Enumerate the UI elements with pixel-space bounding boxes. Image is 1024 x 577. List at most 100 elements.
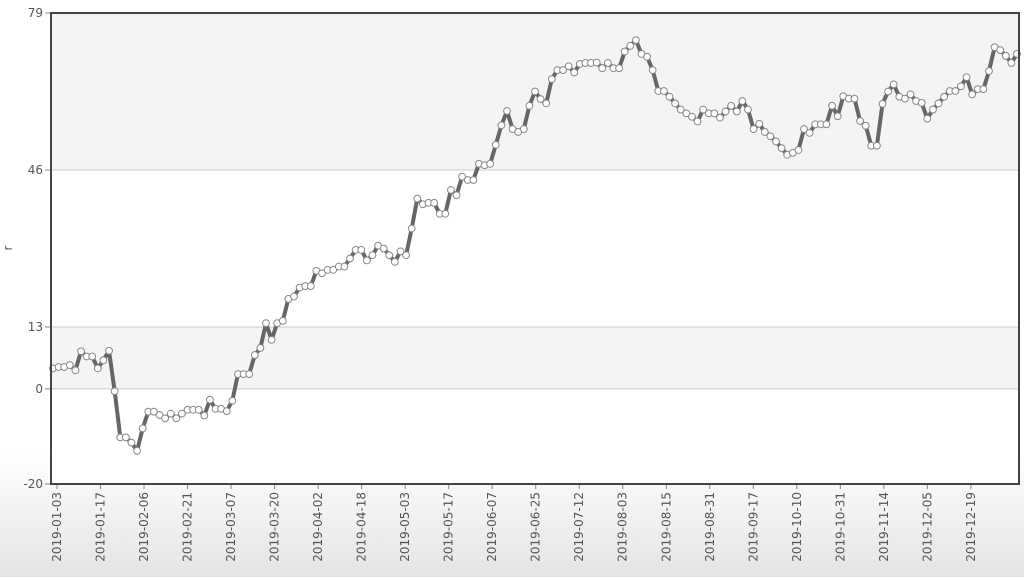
data-point[interactable] <box>805 128 814 137</box>
data-point[interactable] <box>962 73 971 82</box>
data-point[interactable] <box>407 224 416 233</box>
data-point[interactable] <box>917 99 926 107</box>
data-point[interactable] <box>889 80 898 89</box>
data-point[interactable] <box>682 109 691 118</box>
data-point[interactable] <box>755 119 764 128</box>
data-point[interactable] <box>194 405 203 414</box>
data-point[interactable] <box>699 105 708 114</box>
data-point[interactable] <box>631 36 640 45</box>
data-point[interactable] <box>940 92 949 101</box>
data-point[interactable] <box>615 64 623 73</box>
data-point[interactable] <box>250 351 259 359</box>
data-point[interactable] <box>620 47 629 56</box>
data-point[interactable] <box>536 95 545 104</box>
data-point[interactable] <box>172 414 181 423</box>
data-point[interactable] <box>760 128 769 136</box>
data-point[interactable] <box>777 144 786 153</box>
data-point[interactable] <box>542 99 551 108</box>
data-point[interactable] <box>749 125 758 133</box>
data-point[interactable] <box>166 409 175 418</box>
data-point[interactable] <box>379 244 388 253</box>
data-point[interactable] <box>592 58 601 67</box>
data-point[interactable] <box>727 101 736 110</box>
data-point[interactable] <box>800 125 808 133</box>
data-point[interactable] <box>262 319 270 328</box>
data-point[interactable] <box>65 361 74 369</box>
data-point[interactable] <box>1007 59 1016 67</box>
data-point[interactable] <box>688 112 696 121</box>
data-point[interactable] <box>71 366 80 375</box>
data-point[interactable] <box>105 346 113 355</box>
data-point[interactable] <box>206 395 214 404</box>
data-point[interactable] <box>772 137 780 146</box>
data-point[interactable] <box>531 87 539 96</box>
data-point[interactable] <box>693 117 702 126</box>
data-point[interactable] <box>155 411 164 419</box>
data-point[interactable] <box>256 344 265 352</box>
data-point[interactable] <box>368 251 377 260</box>
data-point[interactable] <box>996 46 1005 55</box>
data-point[interactable] <box>491 140 500 149</box>
data-point[interactable] <box>951 87 960 95</box>
data-point[interactable] <box>598 64 607 73</box>
data-point[interactable] <box>878 99 887 108</box>
data-point[interactable] <box>884 87 892 96</box>
data-point[interactable] <box>968 90 977 99</box>
data-point[interactable] <box>413 194 422 203</box>
data-point[interactable] <box>872 141 881 150</box>
data-point[interactable] <box>441 209 450 218</box>
data-point[interactable] <box>178 409 186 418</box>
data-point[interactable] <box>738 97 747 105</box>
data-point[interactable] <box>643 52 651 61</box>
data-point[interactable] <box>497 121 506 130</box>
data-point[interactable] <box>710 109 719 118</box>
data-point[interactable] <box>200 411 209 420</box>
data-point[interactable] <box>396 247 405 256</box>
data-point[interactable] <box>149 407 158 416</box>
data-point[interactable] <box>390 257 399 266</box>
data-point[interactable] <box>458 172 467 181</box>
data-point[interactable] <box>929 105 937 114</box>
data-point[interactable] <box>766 132 775 141</box>
data-point[interactable] <box>957 82 965 91</box>
data-point[interactable] <box>329 266 338 274</box>
data-point[interactable] <box>861 121 870 130</box>
data-point[interactable] <box>357 246 366 254</box>
data-point[interactable] <box>228 396 237 405</box>
data-point[interactable] <box>732 107 741 116</box>
data-point[interactable] <box>856 117 864 125</box>
data-point[interactable] <box>88 352 97 361</box>
data-point[interactable] <box>222 407 231 416</box>
data-point[interactable] <box>985 67 993 75</box>
data-point[interactable] <box>660 87 668 95</box>
data-point[interactable] <box>716 113 724 122</box>
data-point[interactable] <box>721 107 730 116</box>
data-point[interactable] <box>93 364 102 373</box>
data-point[interactable] <box>318 269 326 278</box>
data-point[interactable] <box>278 316 287 325</box>
data-point[interactable] <box>99 356 108 365</box>
data-point[interactable] <box>559 66 567 74</box>
data-point[interactable] <box>138 424 147 433</box>
data-point[interactable] <box>603 59 612 67</box>
data-point[interactable] <box>648 66 657 74</box>
data-point[interactable] <box>245 370 254 379</box>
data-point[interactable] <box>833 112 842 121</box>
data-point[interactable] <box>110 387 119 396</box>
data-point[interactable] <box>794 146 803 154</box>
data-point[interactable] <box>447 186 455 194</box>
data-point[interactable] <box>822 120 831 129</box>
data-point[interactable] <box>906 90 915 99</box>
data-point[interactable] <box>290 292 298 301</box>
data-point[interactable] <box>850 94 859 103</box>
data-point[interactable] <box>430 198 439 207</box>
data-point[interactable] <box>503 107 511 115</box>
data-point[interactable] <box>121 433 130 442</box>
data-point[interactable] <box>340 262 349 271</box>
data-point[interactable] <box>385 251 394 260</box>
data-point[interactable] <box>564 62 573 71</box>
data-point[interactable] <box>77 347 85 356</box>
data-point[interactable] <box>665 92 674 101</box>
data-point[interactable] <box>362 256 371 265</box>
data-point[interactable] <box>744 105 752 114</box>
